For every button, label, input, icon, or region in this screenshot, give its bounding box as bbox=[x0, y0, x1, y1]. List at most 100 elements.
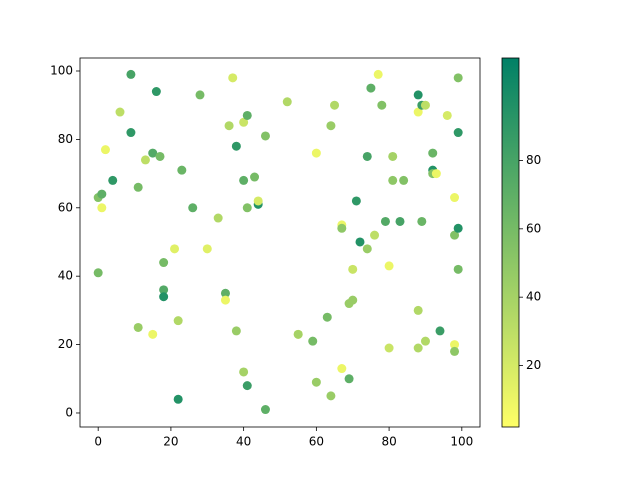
colorbar-tick-label: 80 bbox=[526, 153, 541, 167]
point bbox=[450, 230, 460, 240]
point bbox=[308, 336, 318, 346]
point bbox=[420, 336, 430, 346]
point bbox=[202, 244, 212, 254]
point bbox=[242, 203, 252, 213]
point bbox=[380, 216, 390, 226]
point bbox=[188, 203, 198, 213]
x-tick-label: 20 bbox=[163, 435, 178, 449]
colorbar bbox=[501, 57, 520, 428]
point bbox=[388, 151, 398, 161]
point bbox=[97, 203, 107, 213]
point bbox=[133, 182, 143, 192]
point bbox=[242, 381, 252, 391]
point bbox=[239, 367, 249, 377]
point bbox=[413, 90, 423, 100]
point bbox=[100, 145, 110, 155]
point bbox=[250, 172, 260, 182]
point bbox=[97, 189, 107, 199]
point bbox=[126, 69, 136, 79]
point bbox=[173, 316, 183, 326]
point bbox=[231, 141, 241, 151]
point bbox=[224, 121, 234, 131]
point bbox=[417, 216, 427, 226]
point bbox=[231, 326, 241, 336]
point bbox=[337, 364, 347, 374]
point bbox=[220, 295, 230, 305]
point bbox=[322, 312, 332, 322]
point bbox=[399, 175, 409, 185]
point bbox=[420, 100, 430, 110]
point bbox=[355, 237, 365, 247]
point bbox=[311, 148, 321, 158]
point bbox=[260, 405, 270, 415]
point bbox=[253, 196, 263, 206]
x-tick-label: 0 bbox=[94, 435, 102, 449]
point bbox=[442, 110, 452, 120]
point bbox=[435, 326, 445, 336]
point bbox=[260, 131, 270, 141]
point bbox=[239, 117, 249, 127]
point bbox=[431, 169, 441, 179]
point bbox=[344, 374, 354, 384]
point bbox=[326, 121, 336, 131]
point bbox=[115, 107, 125, 117]
point bbox=[228, 73, 238, 83]
point bbox=[370, 230, 380, 240]
y-tick-label: 20 bbox=[58, 337, 73, 351]
point bbox=[377, 100, 387, 110]
point bbox=[362, 244, 372, 254]
point bbox=[362, 151, 372, 161]
point bbox=[337, 223, 347, 233]
point bbox=[366, 83, 376, 93]
point bbox=[159, 258, 169, 268]
point bbox=[413, 107, 423, 117]
point bbox=[388, 175, 398, 185]
y-tick-label: 100 bbox=[50, 63, 73, 77]
point bbox=[148, 329, 158, 339]
point bbox=[220, 288, 230, 298]
point bbox=[453, 128, 463, 138]
colorbar-tick-label: 40 bbox=[526, 290, 541, 304]
x-tick-label: 80 bbox=[381, 435, 396, 449]
point bbox=[242, 110, 252, 120]
point bbox=[93, 268, 103, 278]
point bbox=[373, 69, 383, 79]
x-tick-label: 60 bbox=[309, 435, 324, 449]
y-tick-label: 40 bbox=[58, 269, 73, 283]
point bbox=[155, 151, 165, 161]
point bbox=[311, 377, 321, 387]
point bbox=[133, 322, 143, 332]
point bbox=[108, 175, 118, 185]
point bbox=[239, 175, 249, 185]
point bbox=[326, 391, 336, 401]
point bbox=[453, 264, 463, 274]
point bbox=[159, 285, 169, 295]
point bbox=[151, 87, 161, 97]
point bbox=[177, 165, 187, 175]
point bbox=[450, 193, 460, 203]
colorbar-tick-label: 60 bbox=[526, 221, 541, 235]
point bbox=[450, 340, 460, 350]
point bbox=[384, 261, 394, 271]
y-tick-label: 60 bbox=[58, 200, 73, 214]
point bbox=[413, 305, 423, 315]
point bbox=[173, 394, 183, 404]
point bbox=[148, 148, 158, 158]
point bbox=[170, 244, 180, 254]
colorbar-tick-label: 20 bbox=[526, 358, 541, 372]
point bbox=[450, 346, 460, 356]
point bbox=[348, 295, 358, 305]
point bbox=[428, 148, 438, 158]
point bbox=[195, 90, 205, 100]
point bbox=[413, 343, 423, 353]
point bbox=[293, 329, 303, 339]
point bbox=[395, 216, 405, 226]
plot-frame bbox=[79, 57, 481, 428]
point bbox=[213, 213, 223, 223]
point bbox=[453, 223, 463, 233]
y-tick-label: 80 bbox=[58, 132, 73, 146]
point bbox=[348, 264, 358, 274]
x-tick-label: 100 bbox=[450, 435, 473, 449]
point bbox=[159, 292, 169, 302]
point bbox=[351, 196, 361, 206]
